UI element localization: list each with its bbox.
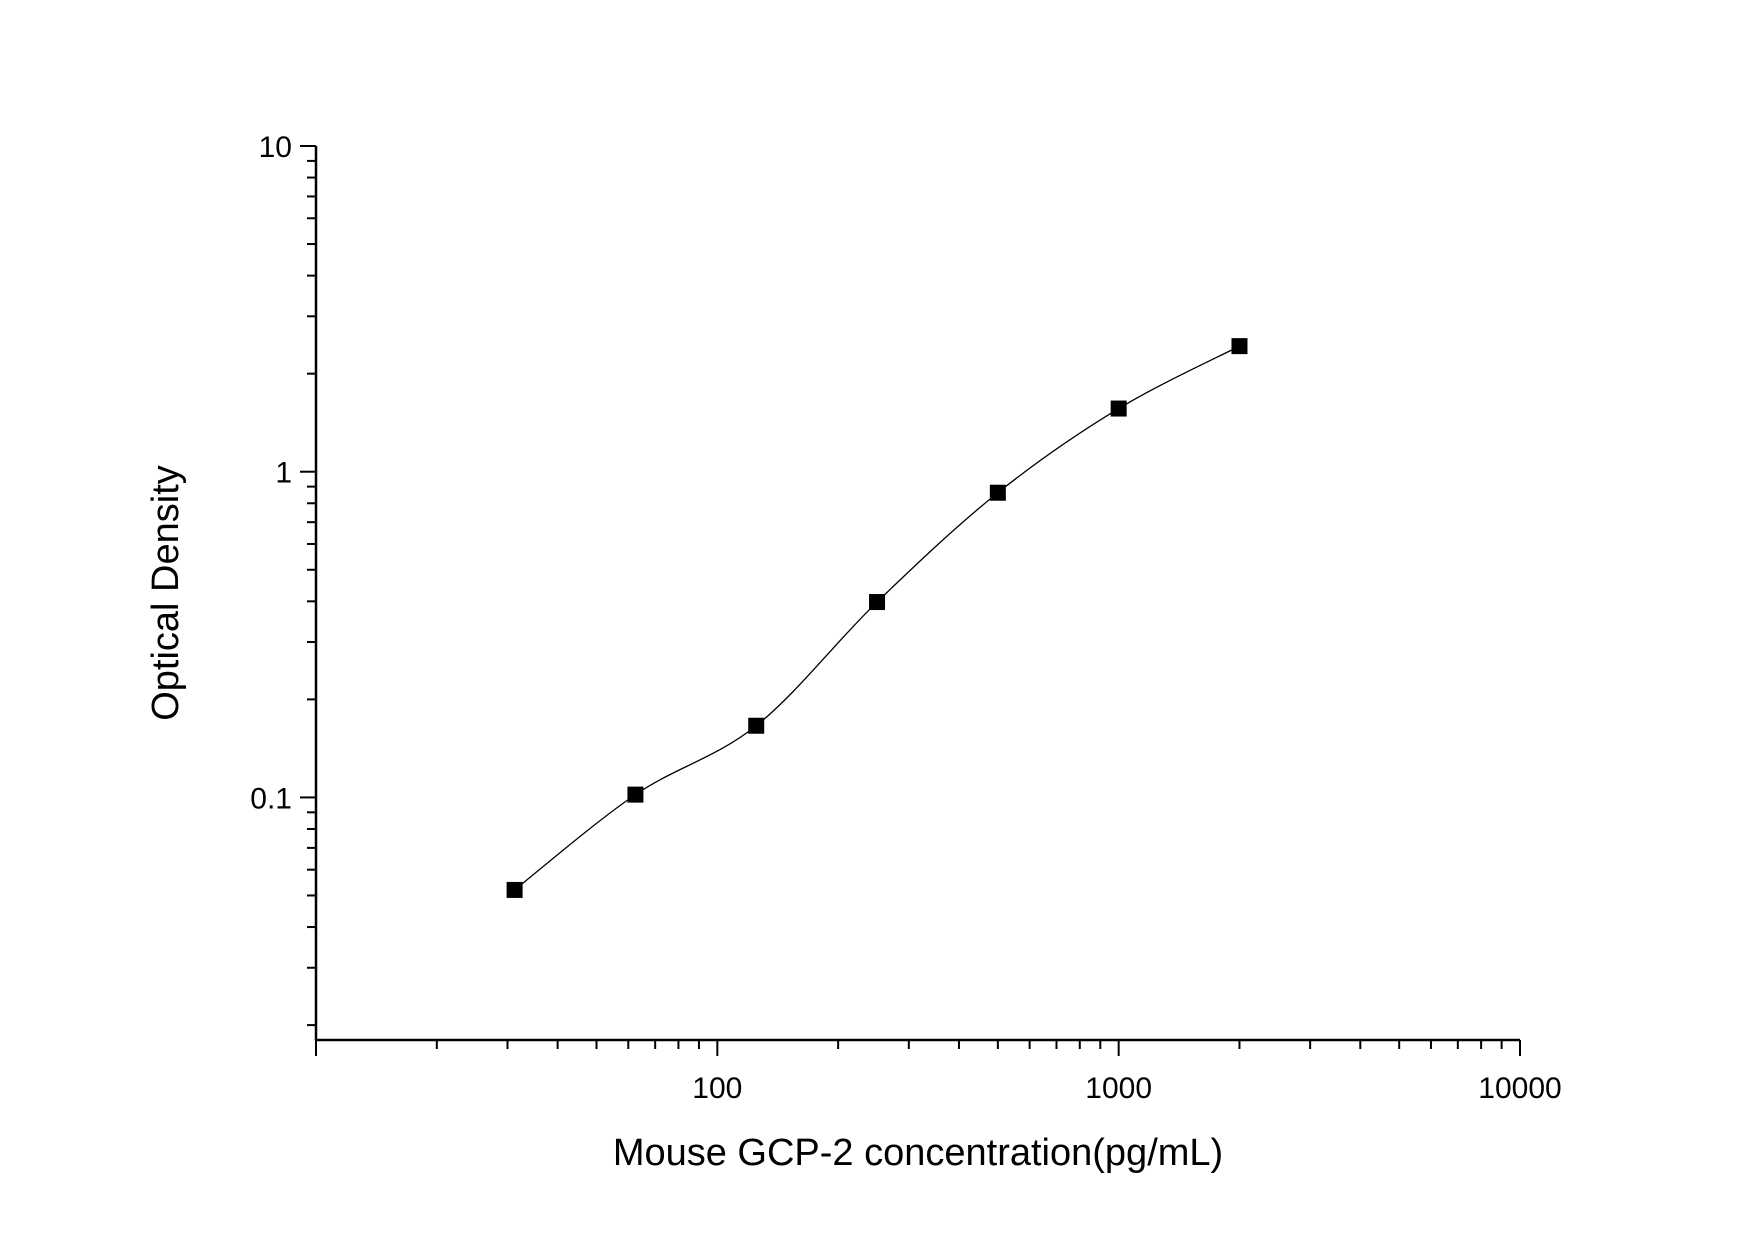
data-point	[989, 484, 1006, 501]
y-axis-title: Optical Density	[145, 465, 187, 721]
axes	[314, 146, 1520, 1042]
data-point	[506, 881, 523, 898]
y-tick-label: 1	[275, 457, 292, 490]
data-point	[627, 786, 644, 803]
y-tick-label: 0.1	[250, 782, 292, 815]
data-point	[869, 594, 886, 611]
data-point	[748, 717, 765, 734]
fit-curve	[514, 345, 1240, 891]
y-tick-label: 10	[259, 131, 292, 164]
data-point	[1110, 400, 1127, 417]
y-axis-ticks: 0.1 1 10	[250, 131, 316, 1027]
x-tick-label: 10000	[1478, 1072, 1561, 1105]
x-tick-label: 100	[692, 1072, 742, 1105]
data-points	[506, 338, 1248, 898]
x-tick-label: 1000	[1085, 1072, 1152, 1105]
x-axis-ticks: 100 1000 10000	[315, 1040, 1562, 1105]
x-axis-title: Mouse GCP-2 concentration(pg/mL)	[613, 1132, 1223, 1174]
data-point	[1231, 338, 1248, 355]
